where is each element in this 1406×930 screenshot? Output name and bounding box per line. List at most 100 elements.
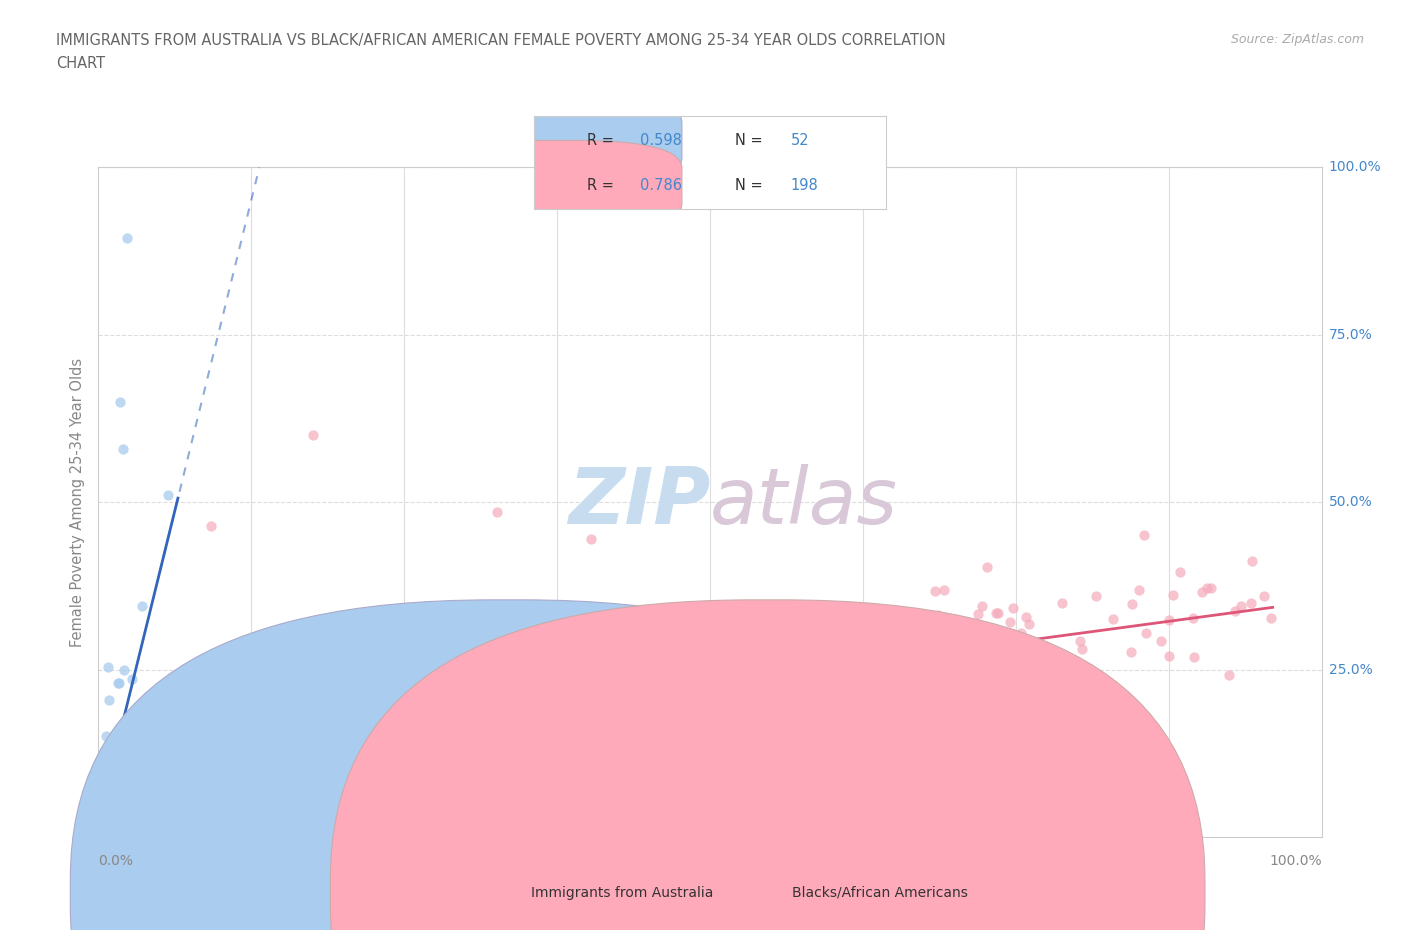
Point <box>429 709 451 724</box>
Text: 0.0%: 0.0% <box>98 854 134 868</box>
Point <box>101 830 124 844</box>
Point <box>924 583 946 598</box>
Point <box>664 734 686 749</box>
Point <box>716 664 738 679</box>
Point <box>1069 633 1091 648</box>
Point <box>821 682 844 697</box>
Text: Immigrants from Australia: Immigrants from Australia <box>531 885 714 900</box>
Point <box>957 631 980 645</box>
Point <box>506 674 529 689</box>
Point <box>887 682 910 697</box>
Point <box>332 695 354 710</box>
Point <box>353 750 375 764</box>
Point <box>728 622 751 637</box>
Point <box>773 690 796 705</box>
Point <box>778 617 800 631</box>
Point <box>96 767 118 782</box>
Text: 52: 52 <box>790 133 810 148</box>
Point <box>534 735 557 750</box>
Point <box>911 626 934 641</box>
Point <box>862 646 884 661</box>
Point <box>232 731 254 746</box>
Point <box>89 817 111 831</box>
Point <box>851 639 873 654</box>
Point <box>485 505 508 520</box>
Point <box>239 788 262 803</box>
Point <box>108 830 131 844</box>
FancyBboxPatch shape <box>436 140 682 232</box>
Point <box>894 667 917 682</box>
Point <box>96 816 118 830</box>
Text: 25.0%: 25.0% <box>1329 662 1372 677</box>
Point <box>849 660 872 675</box>
Point <box>104 830 127 844</box>
Point <box>239 737 262 752</box>
Point <box>472 741 495 756</box>
Point <box>1102 611 1125 626</box>
Point <box>987 605 1010 620</box>
Point <box>494 646 516 661</box>
Point <box>1230 599 1253 614</box>
Point <box>111 719 134 734</box>
Point <box>443 708 465 723</box>
Point <box>967 606 990 621</box>
Point <box>842 703 865 718</box>
Point <box>326 747 349 762</box>
Point <box>519 737 541 751</box>
Point <box>97 749 120 764</box>
Text: R =: R = <box>588 179 614 193</box>
Point <box>389 749 412 764</box>
Point <box>430 748 453 763</box>
Point <box>654 717 676 732</box>
Point <box>955 652 977 667</box>
Point <box>110 394 132 409</box>
Point <box>811 728 834 743</box>
Point <box>1018 617 1040 631</box>
FancyBboxPatch shape <box>436 95 682 186</box>
Point <box>1161 588 1184 603</box>
Text: Source: ZipAtlas.com: Source: ZipAtlas.com <box>1230 33 1364 46</box>
Point <box>967 687 990 702</box>
Point <box>583 707 606 722</box>
Point <box>301 734 323 749</box>
Point <box>1260 611 1282 626</box>
Point <box>509 719 531 734</box>
Point <box>613 657 636 671</box>
Point <box>96 768 118 783</box>
Text: 0.786: 0.786 <box>640 179 682 193</box>
Point <box>986 605 1008 620</box>
Point <box>97 659 120 674</box>
Point <box>1029 654 1052 669</box>
Point <box>155 768 177 783</box>
Text: IMMIGRANTS FROM AUSTRALIA VS BLACK/AFRICAN AMERICAN FEMALE POVERTY AMONG 25-34 Y: IMMIGRANTS FROM AUSTRALIA VS BLACK/AFRIC… <box>56 33 946 47</box>
Point <box>112 761 135 776</box>
Point <box>619 635 641 650</box>
Point <box>415 744 437 759</box>
Point <box>326 723 349 737</box>
Point <box>927 676 949 691</box>
Text: atlas: atlas <box>710 464 898 540</box>
Point <box>474 678 496 693</box>
Point <box>143 712 166 727</box>
Point <box>486 752 509 767</box>
Point <box>447 732 470 747</box>
Point <box>468 748 491 763</box>
Point <box>112 662 135 677</box>
Point <box>841 642 863 657</box>
Point <box>945 723 967 737</box>
Point <box>616 671 638 686</box>
Point <box>1253 589 1275 604</box>
Point <box>970 599 993 614</box>
Point <box>668 701 690 716</box>
Point <box>96 728 118 743</box>
Point <box>579 532 602 547</box>
Point <box>396 772 419 787</box>
Point <box>569 668 592 683</box>
Point <box>98 693 121 708</box>
Point <box>314 767 336 782</box>
Point <box>943 649 966 664</box>
Point <box>665 662 688 677</box>
Text: ZIP: ZIP <box>568 464 710 540</box>
Point <box>93 830 115 844</box>
Point <box>1038 644 1060 658</box>
